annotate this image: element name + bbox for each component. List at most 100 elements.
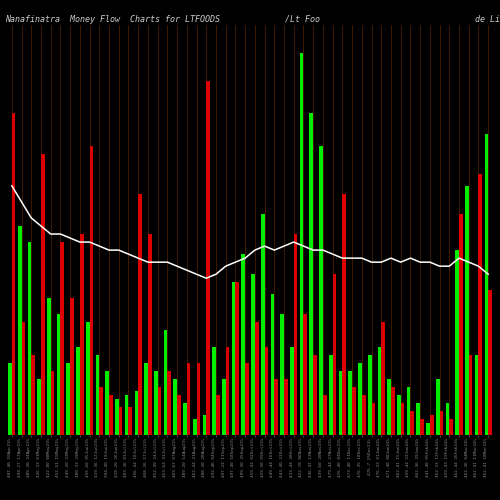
Bar xyxy=(174,378,177,435)
Bar xyxy=(436,378,440,435)
Bar xyxy=(410,411,414,435)
Bar xyxy=(128,407,132,435)
Bar xyxy=(216,395,220,435)
Bar xyxy=(148,234,152,435)
Bar xyxy=(76,346,80,435)
Bar xyxy=(342,194,346,435)
Bar xyxy=(47,298,50,435)
Bar xyxy=(348,370,352,435)
Bar xyxy=(86,322,90,435)
Bar xyxy=(90,146,94,435)
Bar xyxy=(420,419,424,435)
Bar xyxy=(450,419,453,435)
Bar xyxy=(193,419,196,435)
Bar xyxy=(164,330,168,435)
Bar xyxy=(125,395,128,435)
Bar xyxy=(22,322,25,435)
Bar xyxy=(270,294,274,435)
Bar xyxy=(144,362,148,435)
Bar xyxy=(310,114,313,435)
Bar xyxy=(430,415,434,435)
Bar xyxy=(100,387,103,435)
Bar xyxy=(381,322,385,435)
Bar xyxy=(96,354,100,435)
Bar xyxy=(187,362,190,435)
Bar xyxy=(440,411,444,435)
Bar xyxy=(304,314,307,435)
Bar xyxy=(338,370,342,435)
Bar xyxy=(222,378,226,435)
Bar xyxy=(242,254,245,435)
Bar xyxy=(397,395,400,435)
Bar xyxy=(60,242,64,435)
Bar xyxy=(478,174,482,435)
Bar xyxy=(41,154,44,435)
Bar xyxy=(323,395,326,435)
Bar xyxy=(488,290,492,435)
Bar xyxy=(459,214,462,435)
Bar xyxy=(70,298,74,435)
Bar xyxy=(332,274,336,435)
Bar xyxy=(56,314,60,435)
Bar xyxy=(251,274,255,435)
Bar xyxy=(18,226,22,435)
Bar xyxy=(134,391,138,435)
Bar xyxy=(196,362,200,435)
Bar xyxy=(468,354,472,435)
Bar xyxy=(183,403,187,435)
Bar xyxy=(446,403,450,435)
Bar xyxy=(28,242,31,435)
Bar xyxy=(212,346,216,435)
Bar xyxy=(158,387,162,435)
Bar xyxy=(416,403,420,435)
Bar xyxy=(280,314,284,435)
Bar xyxy=(226,346,230,435)
Bar xyxy=(388,378,391,435)
Bar xyxy=(319,146,323,435)
Bar xyxy=(119,407,122,435)
Bar xyxy=(465,186,469,435)
Bar xyxy=(391,387,394,435)
Bar xyxy=(261,214,264,435)
Bar xyxy=(400,403,404,435)
Bar xyxy=(168,370,171,435)
Bar xyxy=(138,194,142,435)
Bar xyxy=(38,378,41,435)
Bar xyxy=(484,134,488,435)
Bar xyxy=(245,362,249,435)
Bar xyxy=(154,370,158,435)
Bar xyxy=(202,415,206,435)
Bar xyxy=(264,346,268,435)
Bar xyxy=(236,282,239,435)
Bar xyxy=(232,282,235,435)
Bar xyxy=(106,370,109,435)
Bar xyxy=(115,399,119,435)
Bar xyxy=(426,423,430,435)
Bar xyxy=(177,395,181,435)
Bar xyxy=(8,362,12,435)
Bar xyxy=(352,387,356,435)
Bar xyxy=(12,114,16,435)
Bar xyxy=(300,53,304,435)
Bar xyxy=(362,395,366,435)
Bar xyxy=(358,362,362,435)
Bar xyxy=(475,354,478,435)
Bar xyxy=(274,378,278,435)
Bar xyxy=(80,234,84,435)
Bar xyxy=(378,346,382,435)
Bar xyxy=(31,354,35,435)
Bar xyxy=(368,354,372,435)
Text: Nanafinatra  Money Flow  Charts for LTFOODS             /Lt Foo                 : Nanafinatra Money Flow Charts for LTFOOD… xyxy=(5,15,500,24)
Bar xyxy=(109,395,112,435)
Bar xyxy=(206,82,210,435)
Bar xyxy=(372,403,375,435)
Bar xyxy=(284,378,288,435)
Bar xyxy=(66,362,70,435)
Bar xyxy=(294,234,298,435)
Bar xyxy=(50,370,54,435)
Bar xyxy=(313,354,317,435)
Bar xyxy=(456,250,459,435)
Bar xyxy=(406,387,410,435)
Bar xyxy=(255,322,258,435)
Bar xyxy=(329,354,332,435)
